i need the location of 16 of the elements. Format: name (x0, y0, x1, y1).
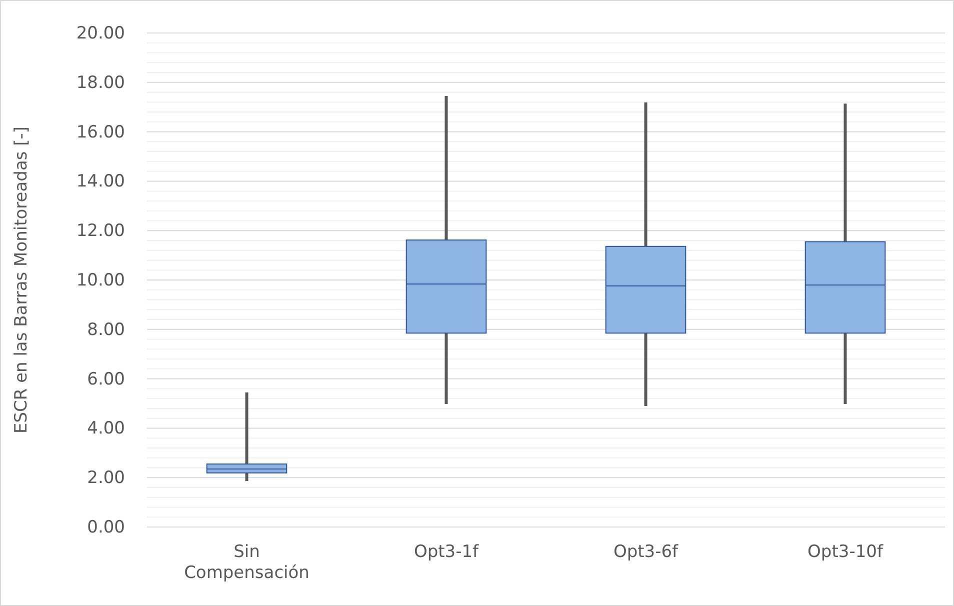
x-tick-label: Sin Compensación (184, 542, 310, 583)
x-tick-label: Opt3-6f (613, 542, 680, 562)
y-tick-label: 2.00 (87, 468, 125, 488)
x-tick-label: Opt3-10f (808, 542, 884, 562)
y-tick-label: 12.00 (76, 221, 125, 242)
y-tick-label: 4.00 (87, 418, 125, 439)
y-tick-label: 8.00 (87, 320, 125, 340)
y-tick-label: 14.00 (76, 172, 125, 192)
y-tick-label: 10.00 (76, 270, 125, 290)
y-tick-label: 6.00 (87, 369, 125, 390)
y-tick-label: 0.00 (87, 517, 125, 538)
y-axis-title: ESCR en las Barras Monitoreadas [-] (12, 126, 32, 434)
y-tick-label: 20.00 (76, 23, 125, 44)
y-tick-label: 18.00 (76, 72, 125, 93)
x-tick-label: Opt3-1f (414, 542, 480, 562)
y-tick-label: 16.00 (76, 122, 125, 142)
